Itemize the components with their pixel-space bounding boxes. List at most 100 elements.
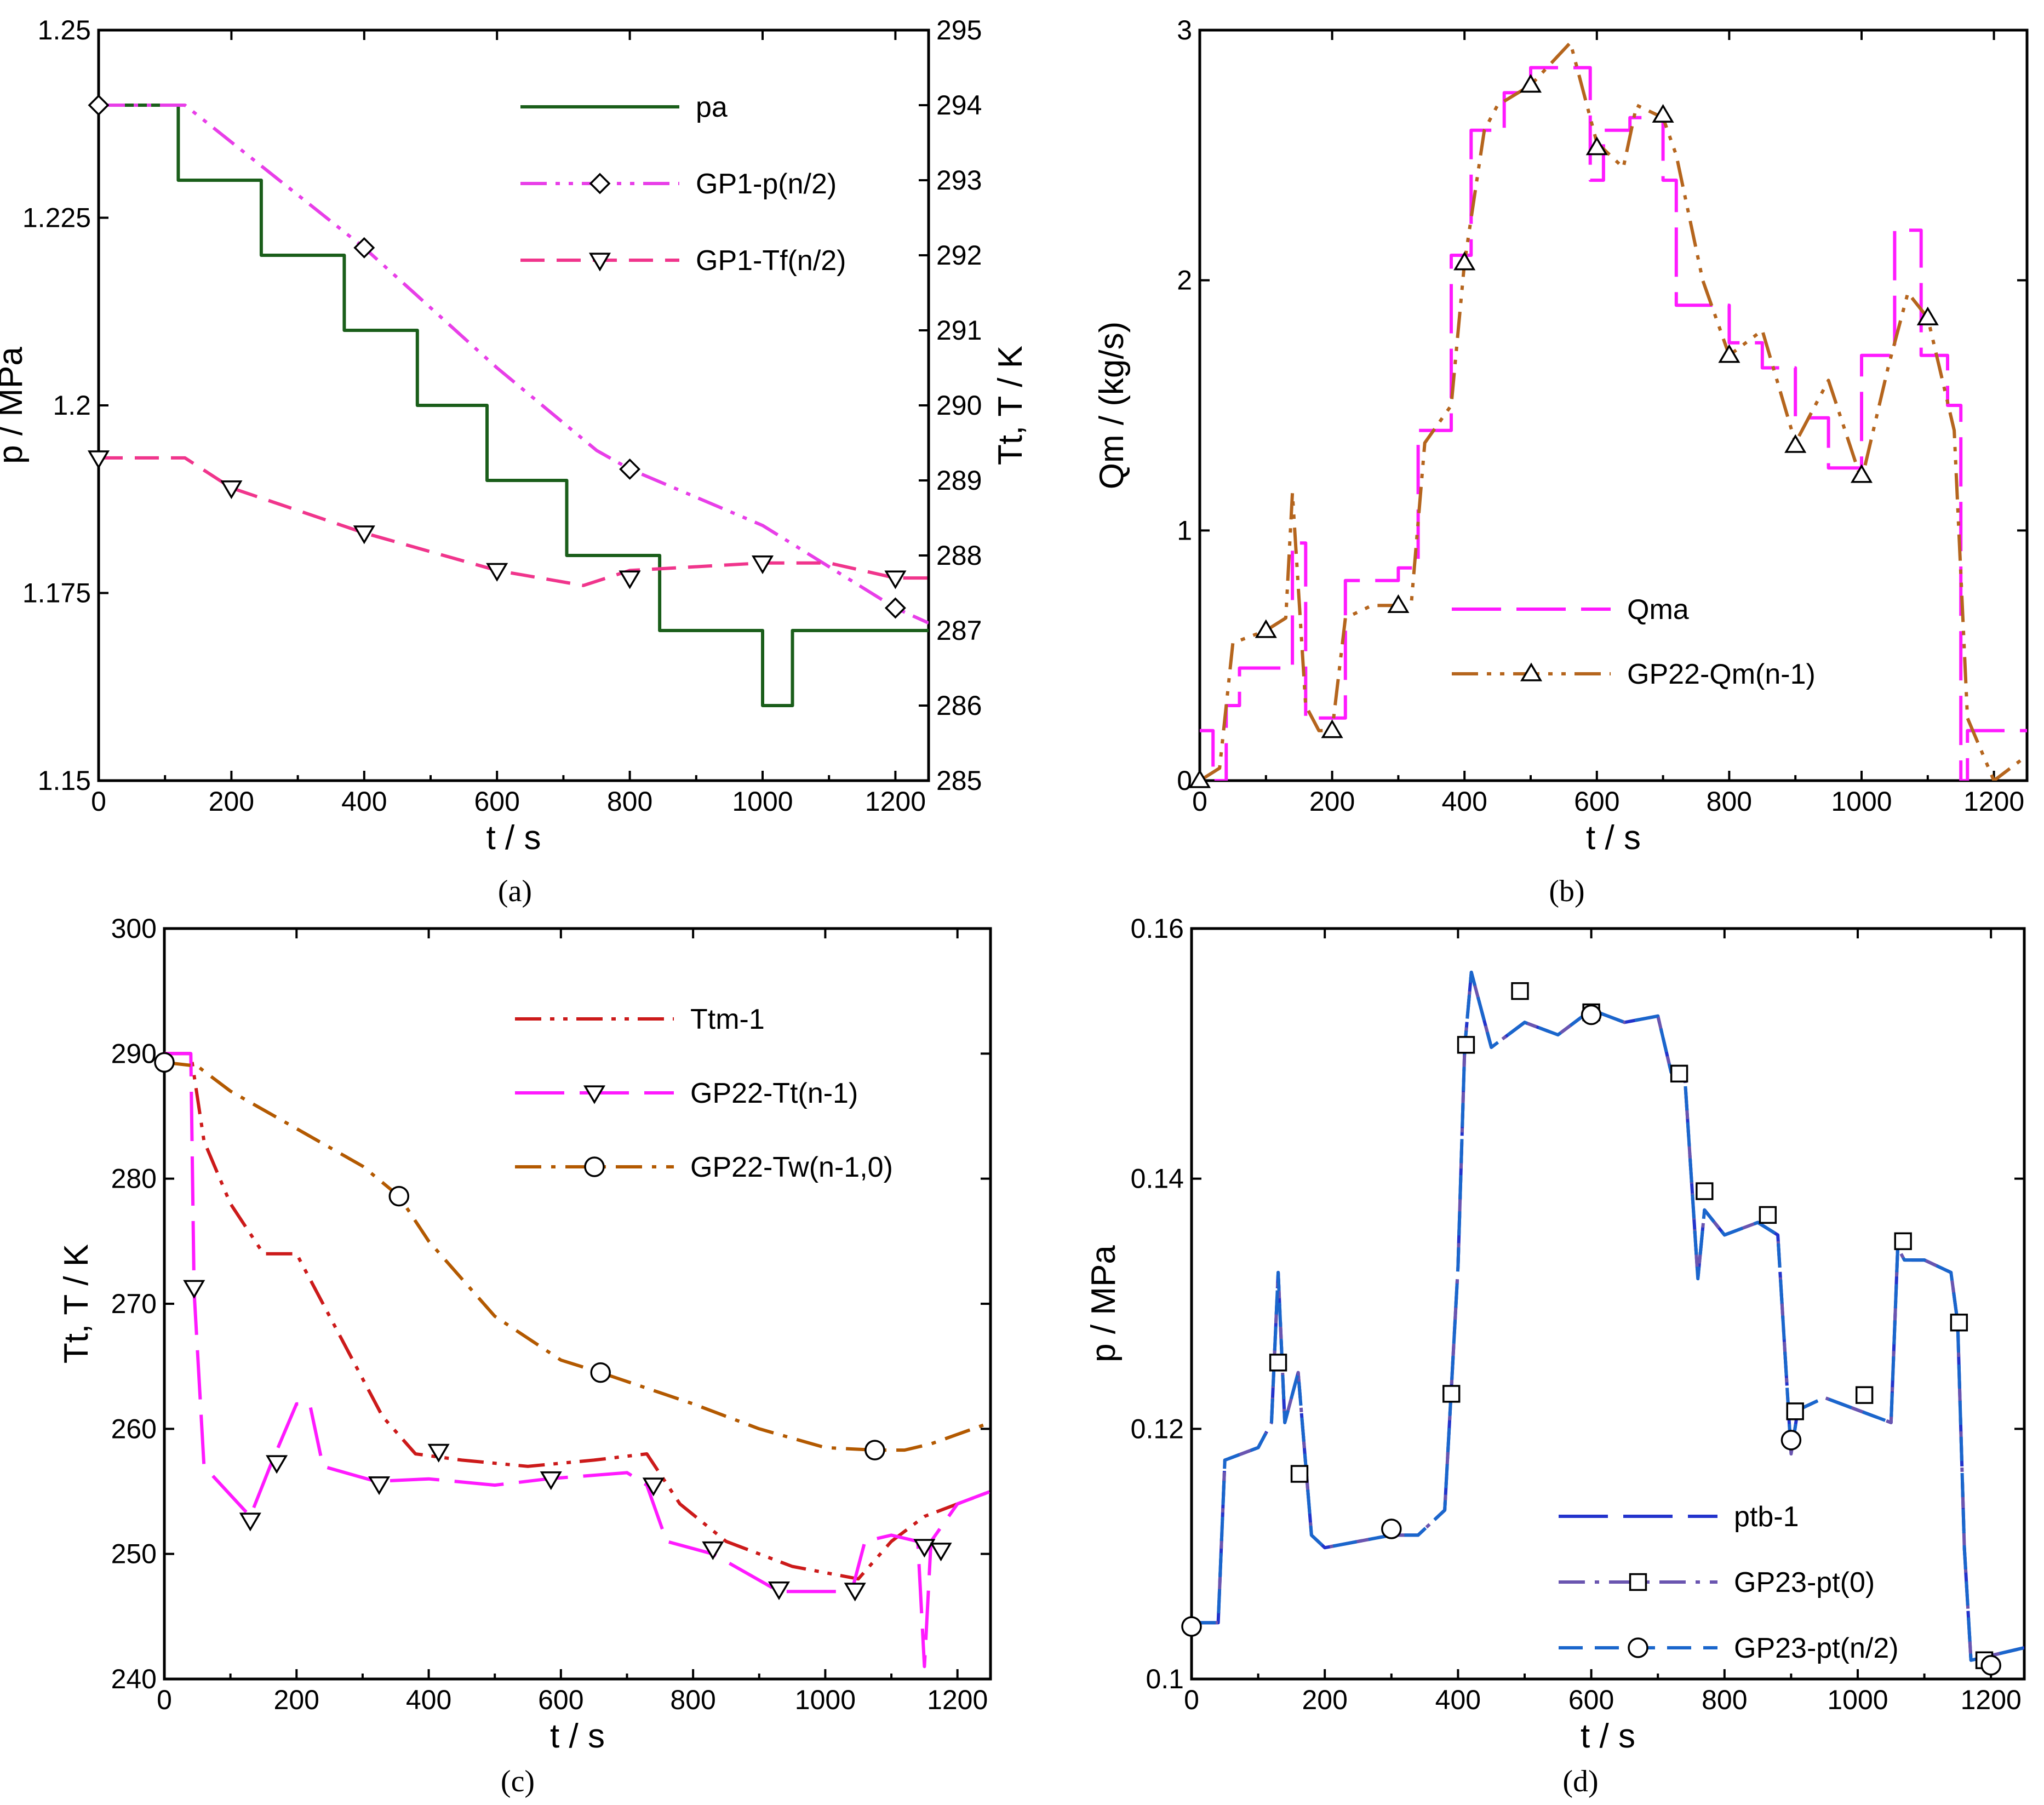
legend-label: GP1-p(n/2) <box>696 168 837 200</box>
x-tick-label: 400 <box>1441 786 1487 817</box>
legend-label: GP22-Qm(n-1) <box>1627 658 1816 690</box>
series-line-GP22-Qm(n-1) <box>1200 41 2027 781</box>
legend: pa GP1-p(n/2) GP1-Tf(n/2) <box>520 91 846 277</box>
data-point-GP22-Tw(n-1,0) <box>154 1052 175 1073</box>
y-tick-label: 1.225 <box>22 203 91 233</box>
legend-marker <box>1628 1637 1648 1658</box>
plot-frame <box>97 28 930 782</box>
series-line-GP1-p(n/2) <box>99 104 929 625</box>
data-point-GP1-Tf(n/2) <box>220 480 243 500</box>
y-axis-title: Qm / (kg/s) <box>1093 322 1131 490</box>
data-point-GP23-pt(n/2) <box>1980 1655 2001 1676</box>
data-point-GP22-Tt(n-1) <box>844 1583 866 1602</box>
legend-label: GP1-Tf(n/2) <box>696 245 846 277</box>
x-tick-label: 400 <box>341 786 387 817</box>
plot-area <box>1192 970 2024 1662</box>
x-tick-label: 1200 <box>1961 1684 2022 1715</box>
y-tick-label: 270 <box>111 1288 157 1319</box>
y-tick-label: 0.14 <box>1131 1164 1184 1194</box>
data-point-GP1-Tf(n/2) <box>353 525 375 545</box>
y-axis-title: p / MPa <box>1085 1245 1123 1362</box>
y-tick-label: 250 <box>111 1539 157 1569</box>
x-axis-title: t / s <box>550 1717 605 1755</box>
x-tick-label: 1000 <box>1827 1684 1888 1715</box>
x-tick-label: 0 <box>1184 1684 1199 1715</box>
y2-tick-label: 290 <box>936 390 982 421</box>
x-tick-label: 1000 <box>1831 786 1892 817</box>
x-tick-label: 0 <box>91 786 106 817</box>
panel-d: 0 200 400 600 800 1000 1200 0.1 0.12 0.14 0.16 t / … <box>1085 913 2026 1798</box>
x-tick-label: 1200 <box>865 786 926 817</box>
data-point-GP22-Tt(n-1) <box>768 1581 791 1601</box>
panel-label: (c) <box>501 1764 535 1798</box>
data-point-GP22-Tt(n-1) <box>183 1280 205 1299</box>
legend-label: pa <box>696 91 728 123</box>
data-point-GP1-p(n/2) <box>88 94 110 116</box>
x-tick-label: 800 <box>670 1684 715 1715</box>
data-point-GP22-Tt(n-1) <box>239 1512 261 1532</box>
y-tick-label: 0.1 <box>1146 1664 1184 1694</box>
x-tick-label: 600 <box>538 1684 583 1715</box>
data-point-GP22-Qm(n-1) <box>1850 464 1873 483</box>
y2-tick-label: 293 <box>936 165 982 196</box>
y-tick-label: 1.2 <box>53 390 91 421</box>
data-point-GP22-Qm(n-1) <box>1321 719 1343 738</box>
legend-label: GP22-Tw(n-1,0) <box>690 1151 893 1183</box>
data-point-GP22-Qm(n-1) <box>1718 344 1740 363</box>
legend-marker <box>1629 1573 1647 1591</box>
data-point-GP22-Qm(n-1) <box>1652 104 1674 123</box>
legend-marker <box>584 1156 605 1177</box>
x-tick-label: 200 <box>1302 1684 1347 1715</box>
y-tick-label: 1.175 <box>22 578 91 609</box>
plot-frame <box>163 927 992 1681</box>
legend-marker <box>589 173 611 194</box>
legend-label: GP23-pt(0) <box>1734 1567 1875 1598</box>
x-axis-title: t / s <box>1586 819 1641 857</box>
x-tick-label: 400 <box>1435 1684 1481 1715</box>
y2-tick-label: 285 <box>936 765 982 796</box>
series-line-GP23-pt(n/2) <box>1192 970 2024 1662</box>
data-point-GP23-pt(n/2) <box>1381 1519 1402 1539</box>
x-tick-label: 1000 <box>732 786 793 817</box>
y2-tick-label: 291 <box>936 315 982 346</box>
y2-tick-label: 288 <box>936 540 982 571</box>
plot-frame <box>1198 28 2029 782</box>
x-tick-label: 1200 <box>1963 786 2024 817</box>
legend-label: GP23-pt(n/2) <box>1734 1632 1899 1664</box>
x-tick-label: 800 <box>607 786 652 817</box>
series-line-pa <box>99 104 929 707</box>
y2-axis-title: Tt, T / K <box>992 346 1029 465</box>
series-line-ptb-1 <box>1192 970 2024 1662</box>
series-line-GP23-pt(0) <box>1192 970 2024 1662</box>
y-tick-label: 1 <box>1177 515 1192 546</box>
data-point-GP22-Qm(n-1) <box>1188 769 1211 788</box>
plot-frame <box>1190 927 2026 1681</box>
data-point-GP22-Tt(n-1) <box>266 1455 288 1474</box>
data-point-GP1-p(n/2) <box>619 458 641 480</box>
x-tick-label: 600 <box>1568 1684 1614 1715</box>
plot-area <box>1200 41 2027 781</box>
legend: Qma GP22-Qm(n-1) <box>1452 594 1816 690</box>
legend-marker <box>583 1085 606 1104</box>
x-tick-label: 200 <box>1309 786 1355 817</box>
x-tick-label: 1200 <box>927 1684 988 1715</box>
x-tick-label: 0 <box>1192 786 1207 817</box>
y-tick-label: 1.25 <box>38 15 91 45</box>
data-point-GP23-pt(0) <box>1670 1064 1688 1083</box>
y2-tick-label: 294 <box>936 90 982 121</box>
data-point-GP22-Qm(n-1) <box>1916 306 1939 325</box>
data-point-GP22-Qm(n-1) <box>1784 434 1807 453</box>
x-tick-label: 0 <box>157 1684 172 1715</box>
y-tick-label: 0.12 <box>1131 1413 1184 1444</box>
series-line-Ttm-1 <box>164 1052 990 1581</box>
y2-tick-label: 289 <box>936 465 982 496</box>
data-point-GP22-Tw(n-1,0) <box>864 1440 885 1460</box>
y-tick-label: 2 <box>1177 265 1192 296</box>
data-point-GP23-pt(0) <box>1786 1402 1804 1420</box>
y-tick-label: 260 <box>111 1413 157 1444</box>
panel-label: (a) <box>498 874 532 908</box>
panel-b: 0 200 400 600 800 1000 1200 0 1 2 3 t / s Qm / (kg/s… <box>1093 15 2029 908</box>
data-point-GP1-Tf(n/2) <box>486 563 508 582</box>
data-point-GP1-Tf(n/2) <box>751 555 774 575</box>
